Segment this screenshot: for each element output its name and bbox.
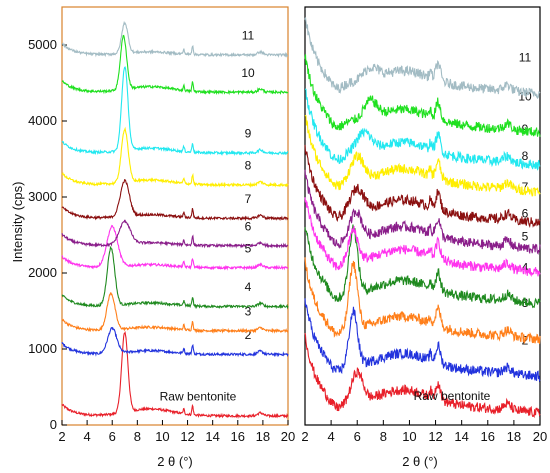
x-tick-label: 4 xyxy=(83,429,90,444)
series-line-left-2 xyxy=(61,326,289,358)
series-label: 5 xyxy=(245,241,252,255)
x-tick-label: 20 xyxy=(281,429,295,444)
y-axis-label: Intensity (cps) xyxy=(10,182,25,263)
x-tick-label: 14 xyxy=(205,429,219,444)
x-tick-label: 6 xyxy=(354,429,361,444)
series-label: 7 xyxy=(245,192,252,206)
series-line-right-11 xyxy=(304,17,541,100)
x-tick-label: 18 xyxy=(507,429,521,444)
x-tick-label: 10 xyxy=(155,429,169,444)
x-tick-label: 6 xyxy=(109,429,116,444)
x-tick-label: 8 xyxy=(380,429,387,444)
series-line-left-7 xyxy=(61,178,289,222)
series-label: 5 xyxy=(522,229,529,243)
series-label: 9 xyxy=(245,127,252,141)
series-label: 2 xyxy=(245,328,252,342)
series-label: 4 xyxy=(245,280,252,294)
series-line-right-8 xyxy=(304,114,541,197)
series-label: 8 xyxy=(245,159,252,173)
x-tick-label: 8 xyxy=(134,429,141,444)
series-line-right-7 xyxy=(304,144,541,228)
series-label: 3 xyxy=(245,305,252,319)
series-line-right-4 xyxy=(304,224,541,309)
series-line-right-2 xyxy=(304,298,541,383)
series-line-left-5 xyxy=(61,224,289,271)
y-tick-label: 0 xyxy=(50,417,57,432)
series-line-right-10 xyxy=(304,54,541,137)
series-line-right-5 xyxy=(304,197,541,277)
series-line-left-11 xyxy=(61,20,289,59)
y-tick-label: 2000 xyxy=(28,265,57,280)
x-tick-label: 2 xyxy=(301,429,308,444)
x-tick-label: 4 xyxy=(327,429,334,444)
x-tick-label: 16 xyxy=(231,429,245,444)
series-label: 10 xyxy=(241,66,255,80)
series-line-left-9 xyxy=(61,66,289,157)
series-line-right-6 xyxy=(304,169,541,255)
series-line-right-3 xyxy=(304,257,541,345)
x-tick-label: 10 xyxy=(402,429,416,444)
x-tick-label: 20 xyxy=(533,429,547,444)
series-line-left-10 xyxy=(61,34,289,96)
series-label: Raw bentonite xyxy=(414,389,491,403)
series-line-left-raw-bentonite xyxy=(61,330,289,419)
series-line-left-3 xyxy=(61,292,289,334)
series-label: 11 xyxy=(242,29,255,43)
x-tick-label: 12 xyxy=(428,429,442,444)
series-line-right-9 xyxy=(304,88,541,171)
y-tick-label: 5000 xyxy=(28,37,57,52)
series-label: 8 xyxy=(522,149,529,163)
series-line-left-4 xyxy=(61,245,289,310)
series-label: 6 xyxy=(522,207,529,221)
x-tick-label: 18 xyxy=(256,429,270,444)
y-tick-label: 4000 xyxy=(28,113,57,128)
x-axis-label-right: 2 θ (°) xyxy=(402,454,438,469)
series-line-left-6 xyxy=(61,219,289,249)
x-tick-label: 12 xyxy=(180,429,194,444)
x-tick-label: 2 xyxy=(58,429,65,444)
series-label: Raw bentonite xyxy=(160,390,237,404)
plot-frame-right xyxy=(304,6,541,426)
series-line-left-8 xyxy=(61,126,289,189)
series-label: 6 xyxy=(245,219,252,233)
x-tick-label: 14 xyxy=(454,429,468,444)
y-tick-label: 1000 xyxy=(28,341,57,356)
series-line-right-raw-bentonite xyxy=(304,333,541,419)
x-axis-label-left: 2 θ (°) xyxy=(157,454,193,469)
plot-frame-left xyxy=(61,6,289,426)
series-label: 11 xyxy=(519,51,532,65)
x-tick-label: 16 xyxy=(481,429,495,444)
y-tick-label: 3000 xyxy=(28,189,57,204)
